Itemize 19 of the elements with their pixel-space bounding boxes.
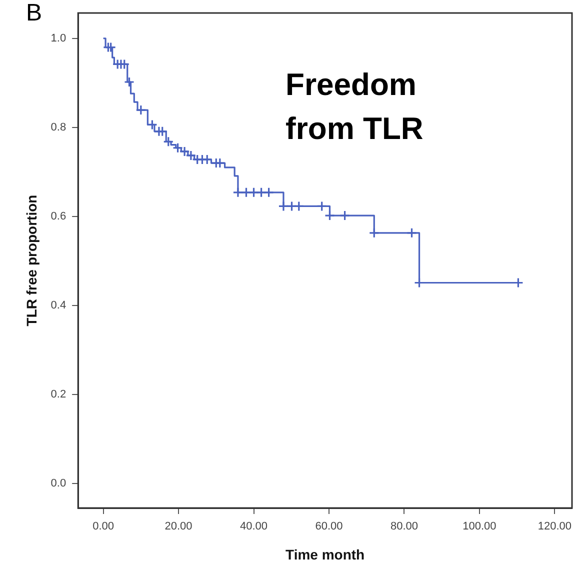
x-tick-label: 80.00 (390, 520, 418, 533)
x-tick-label: 20.00 (164, 520, 192, 533)
y-tick-label: 0.2 (50, 388, 66, 401)
x-tick-label: 40.00 (240, 520, 268, 533)
x-tick-label: 0.00 (92, 520, 114, 533)
x-tick-label: 120.00 (538, 520, 572, 533)
point (124, 76, 135, 88)
y-tick-label: 0.0 (50, 478, 66, 490)
point (163, 136, 174, 147)
text: B (26, 0, 42, 27)
y-tick-label: 1.0 (50, 32, 66, 44)
y-tick-label: 0.4 (50, 299, 66, 312)
y-axis-title: TLR free proportion (23, 194, 40, 326)
y-tick-label: 0.8 (50, 121, 66, 134)
x-axis-title: Time month (286, 546, 365, 562)
x-tick-label: 100.00 (462, 520, 496, 533)
y-tick-label: 0.6 (50, 210, 66, 222)
annotation: Freedom from TLR (286, 67, 424, 146)
x-tick-label: 60.00 (315, 520, 343, 533)
